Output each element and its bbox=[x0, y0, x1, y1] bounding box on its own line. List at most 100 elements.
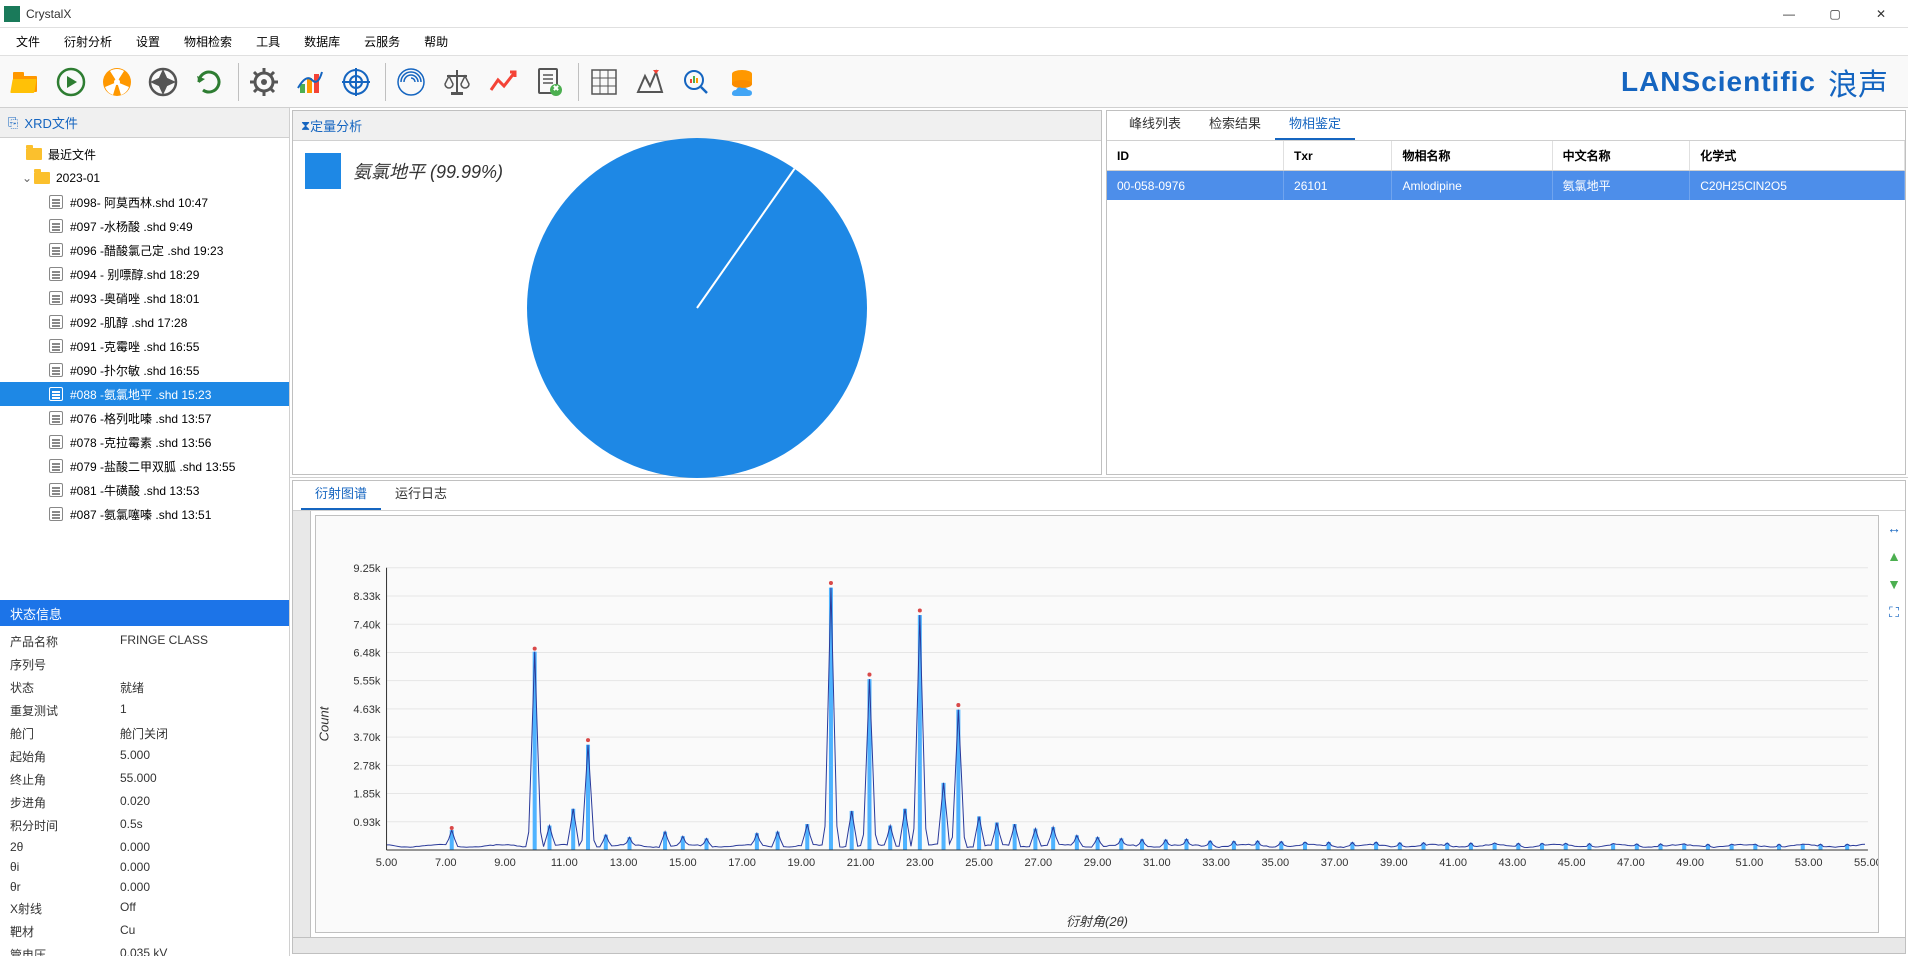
open-folder-button[interactable] bbox=[4, 61, 46, 103]
titlebar: CrystalX — ▢ ✕ bbox=[0, 0, 1908, 28]
tree-file[interactable]: #088 -氨氯地平 .shd 15:23 bbox=[0, 382, 289, 406]
peak-button[interactable] bbox=[629, 61, 671, 103]
fingerprint-button[interactable] bbox=[390, 61, 432, 103]
svg-text:23.00: 23.00 bbox=[906, 857, 934, 869]
chart-button[interactable] bbox=[289, 61, 331, 103]
result-tab[interactable]: 峰线列表 bbox=[1115, 107, 1195, 140]
hourglass-icon: ⧗ bbox=[301, 118, 310, 134]
target-button[interactable] bbox=[335, 61, 377, 103]
svg-text:17.00: 17.00 bbox=[728, 857, 756, 869]
radiation-button[interactable] bbox=[96, 61, 138, 103]
tree-folder[interactable]: ⌄2023-01 bbox=[0, 166, 289, 190]
pie-chart bbox=[517, 128, 877, 488]
fullscreen-button[interactable]: ⛶ bbox=[1885, 603, 1903, 621]
tree-file[interactable]: #076 -格列吡嗪 .shd 13:57 bbox=[0, 406, 289, 430]
prop-row: 序列号 bbox=[10, 653, 279, 676]
menu-设置[interactable]: 设置 bbox=[124, 29, 172, 54]
svg-text:25.00: 25.00 bbox=[965, 857, 993, 869]
toolbar: LANScientific 浪声 bbox=[0, 56, 1908, 108]
menu-帮助[interactable]: 帮助 bbox=[412, 29, 460, 54]
svg-text:15.00: 15.00 bbox=[669, 857, 697, 869]
tree-file[interactable]: #081 -牛磺酸 .shd 13:53 bbox=[0, 478, 289, 502]
tree-file[interactable]: #090 -扑尔敏 .shd 16:55 bbox=[0, 358, 289, 382]
close-button[interactable]: ✕ bbox=[1858, 0, 1904, 28]
chart-tab[interactable]: 运行日志 bbox=[381, 477, 461, 510]
svg-text:29.00: 29.00 bbox=[1084, 857, 1112, 869]
search-chart-button[interactable] bbox=[675, 61, 717, 103]
svg-text:5.00: 5.00 bbox=[376, 857, 398, 869]
svg-text:49.00: 49.00 bbox=[1676, 857, 1704, 869]
chart-tab[interactable]: 衍射图谱 bbox=[301, 477, 381, 510]
chart-ylabel: Count bbox=[317, 707, 332, 742]
svg-text:6.48k: 6.48k bbox=[353, 647, 381, 659]
result-tabs: 峰线列表检索结果物相鉴定 bbox=[1107, 111, 1905, 141]
svg-text:5.55k: 5.55k bbox=[353, 676, 381, 688]
prop-row: 2θ0.000 bbox=[10, 837, 279, 857]
svg-text:55.00: 55.00 bbox=[1854, 857, 1878, 869]
chart-hscroll[interactable] bbox=[293, 937, 1905, 953]
trend-button[interactable] bbox=[482, 61, 524, 103]
app-title: CrystalX bbox=[26, 7, 1766, 21]
svg-text:53.00: 53.00 bbox=[1795, 857, 1823, 869]
prop-row: 积分时间0.5s bbox=[10, 814, 279, 837]
scroll-up-button[interactable]: ▲ bbox=[1885, 547, 1903, 565]
svg-text:1.85k: 1.85k bbox=[353, 789, 381, 801]
result-tab[interactable]: 物相鉴定 bbox=[1275, 107, 1355, 140]
tree-recent[interactable]: 最近文件 bbox=[0, 142, 289, 166]
menu-工具[interactable]: 工具 bbox=[244, 29, 292, 54]
gear-button[interactable] bbox=[243, 61, 285, 103]
pie-legend: 氨氯地平 (99.99%) bbox=[305, 153, 503, 189]
prop-row: 管电压0.035 kV bbox=[10, 943, 279, 956]
svg-text:13.00: 13.00 bbox=[610, 857, 638, 869]
files-panel-title: XRD文件 bbox=[24, 113, 77, 132]
files-icon: ⎘ bbox=[8, 115, 18, 131]
menu-衍射分析[interactable]: 衍射分析 bbox=[52, 29, 124, 54]
expand-h-button[interactable]: ↔ bbox=[1885, 519, 1903, 537]
prop-row: 终止角55.000 bbox=[10, 768, 279, 791]
svg-text:4.63k: 4.63k bbox=[353, 704, 381, 716]
tree-file[interactable]: #097 -水杨酸 .shd 9:49 bbox=[0, 214, 289, 238]
report-button[interactable] bbox=[528, 61, 570, 103]
pie-chart-area: 氨氯地平 (99.99%) bbox=[293, 141, 1101, 474]
tree-file[interactable]: #091 -克霉唑 .shd 16:55 bbox=[0, 334, 289, 358]
svg-text:3.70k: 3.70k bbox=[353, 732, 381, 744]
svg-text:19.00: 19.00 bbox=[787, 857, 815, 869]
menu-数据库[interactable]: 数据库 bbox=[292, 29, 352, 54]
tree-file[interactable]: #093 -奥硝唑 .shd 18:01 bbox=[0, 286, 289, 310]
result-tab[interactable]: 检索结果 bbox=[1195, 107, 1275, 140]
tree-file[interactable]: #078 -克拉霉素 .shd 13:56 bbox=[0, 430, 289, 454]
refresh-button[interactable] bbox=[188, 61, 230, 103]
svg-text:7.40k: 7.40k bbox=[353, 619, 381, 631]
tree-file[interactable]: #087 -氨氯噻嗪 .shd 13:51 bbox=[0, 502, 289, 526]
pie-legend-label: 氨氯地平 (99.99%) bbox=[353, 158, 503, 184]
tree-file[interactable]: #079 -盐酸二甲双胍 .shd 13:55 bbox=[0, 454, 289, 478]
svg-text:27.00: 27.00 bbox=[1024, 857, 1052, 869]
svg-text:51.00: 51.00 bbox=[1736, 857, 1764, 869]
menu-物相检索[interactable]: 物相检索 bbox=[172, 29, 244, 54]
tree-file[interactable]: #094 - 别嘌醇.shd 18:29 bbox=[0, 262, 289, 286]
aperture-button[interactable] bbox=[142, 61, 184, 103]
minimize-button[interactable]: — bbox=[1766, 0, 1812, 28]
scroll-down-button[interactable]: ▼ bbox=[1885, 575, 1903, 593]
cloud-db-button[interactable] bbox=[721, 61, 763, 103]
menu-云服务[interactable]: 云服务 bbox=[352, 29, 412, 54]
tree-file[interactable]: #096 -醋酸氯己定 .shd 19:23 bbox=[0, 238, 289, 262]
svg-text:41.00: 41.00 bbox=[1439, 857, 1467, 869]
toolbar-separator bbox=[385, 63, 386, 101]
svg-text:33.00: 33.00 bbox=[1202, 857, 1230, 869]
file-tree[interactable]: 最近文件⌄2023-01#098- 阿莫西林.shd 10:47#097 -水杨… bbox=[0, 138, 289, 600]
maximize-button[interactable]: ▢ bbox=[1812, 0, 1858, 28]
prop-row: θr0.000 bbox=[10, 877, 279, 897]
prop-row: θi0.000 bbox=[10, 857, 279, 877]
xrd-chart[interactable]: 0.93k1.85k2.78k3.70k4.63k5.55k6.48k7.40k… bbox=[315, 515, 1879, 933]
tree-file[interactable]: #092 -肌醇 .shd 17:28 bbox=[0, 310, 289, 334]
chart-vscroll[interactable] bbox=[293, 511, 311, 937]
play-button[interactable] bbox=[50, 61, 92, 103]
tree-file[interactable]: #098- 阿莫西林.shd 10:47 bbox=[0, 190, 289, 214]
table-row[interactable]: 00-058-097626101Amlodipine氨氯地平C20H25ClN2… bbox=[1107, 171, 1905, 201]
balance-button[interactable] bbox=[436, 61, 478, 103]
svg-text:7.00: 7.00 bbox=[435, 857, 457, 869]
grid-button[interactable] bbox=[583, 61, 625, 103]
svg-text:31.00: 31.00 bbox=[1143, 857, 1171, 869]
menu-文件[interactable]: 文件 bbox=[4, 29, 52, 54]
